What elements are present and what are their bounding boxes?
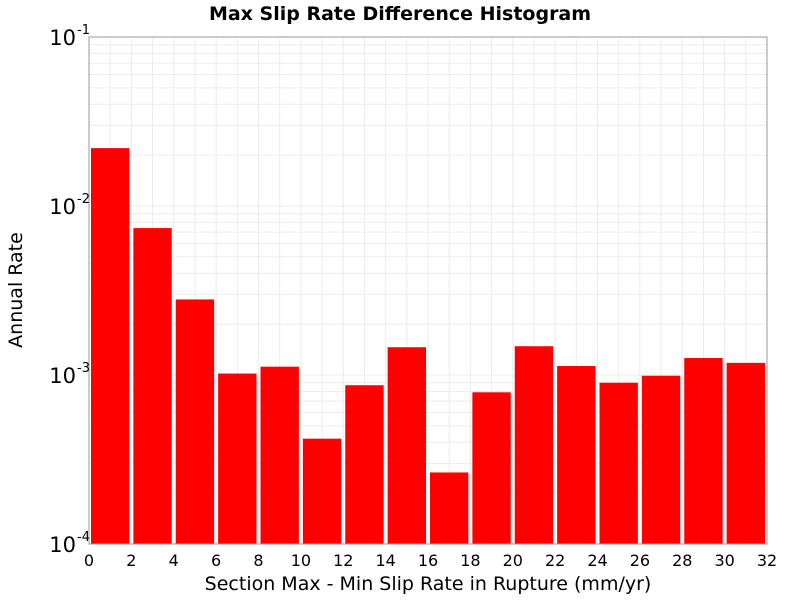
histogram-bar (430, 472, 469, 544)
x-tick-label: 26 (630, 551, 650, 570)
x-tick-label: 0 (84, 551, 94, 570)
histogram-bar (387, 347, 426, 544)
histogram-bar (218, 373, 257, 544)
y-axis-ticks: 10-410-310-210-1 (49, 23, 90, 557)
histogram-bar (726, 362, 765, 544)
y-tick-label-exponent: -4 (77, 530, 90, 545)
x-tick-label: 2 (126, 551, 136, 570)
y-tick-label-exponent: -1 (77, 23, 90, 38)
y-tick-label-exponent: -3 (77, 361, 90, 376)
chart-title: Max Slip Rate Difference Histogram (209, 3, 591, 25)
x-tick-label: 12 (333, 551, 353, 570)
x-axis-ticks: 0 2 4 6 8 10 12 14 16 18 20 22 24 26 28 30 32 (84, 551, 777, 570)
x-tick-label: 24 (587, 551, 607, 570)
x-tick-label: 18 (460, 551, 480, 570)
histogram-bar (684, 358, 723, 544)
x-tick-label: 22 (545, 551, 565, 570)
histogram-bar (514, 346, 554, 544)
plot-border (88, 36, 768, 545)
x-tick-label: 32 (757, 551, 777, 570)
y-tick-label-base: 10 (49, 533, 76, 557)
x-tick-label: 30 (714, 551, 734, 570)
x-tick-label: 10 (291, 551, 311, 570)
histogram-bar (175, 299, 215, 544)
x-axis-title: Section Max - Min Slip Rate in Rupture (… (205, 573, 652, 595)
histogram-bar (133, 228, 172, 544)
x-tick-label: 14 (375, 551, 395, 570)
x-tick-label: 8 (253, 551, 263, 570)
histogram-bar (641, 375, 681, 544)
y-tick-label-base: 10 (49, 195, 76, 219)
x-tick-label: 4 (169, 551, 179, 570)
y-tick-label-base: 10 (49, 26, 76, 50)
histogram-bar (557, 366, 596, 544)
histogram-bar (91, 148, 130, 545)
histogram-bar (260, 366, 299, 544)
x-tick-label: 6 (211, 551, 221, 570)
histogram-bar (599, 382, 638, 544)
x-tick-label: 20 (503, 551, 523, 570)
x-tick-label: 28 (672, 551, 692, 570)
x-tick-label: 16 (418, 551, 438, 570)
histogram-bar (345, 385, 384, 544)
y-tick-label-base: 10 (49, 364, 76, 388)
histogram-bar (472, 392, 511, 544)
histogram-bar (302, 438, 342, 544)
bars (91, 148, 765, 545)
y-axis-title: Annual Rate (5, 232, 27, 348)
y-tick-label-exponent: -2 (77, 192, 90, 207)
